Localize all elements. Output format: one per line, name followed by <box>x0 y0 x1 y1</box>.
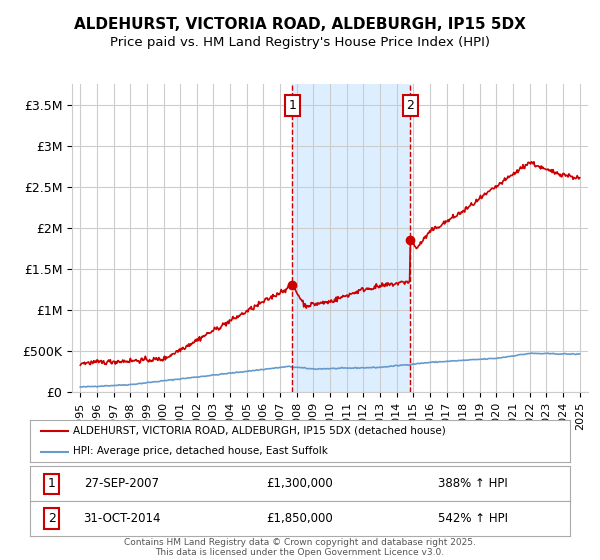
Text: 542% ↑ HPI: 542% ↑ HPI <box>438 512 508 525</box>
Text: HPI: Average price, detached house, East Suffolk: HPI: Average price, detached house, East… <box>73 446 328 456</box>
Text: ALDEHURST, VICTORIA ROAD, ALDEBURGH, IP15 5DX (detached house): ALDEHURST, VICTORIA ROAD, ALDEBURGH, IP1… <box>73 426 446 436</box>
Text: 2: 2 <box>47 512 56 525</box>
Bar <box>292 84 410 392</box>
Text: 1: 1 <box>47 477 56 491</box>
Text: Contains HM Land Registry data © Crown copyright and database right 2025.
This d: Contains HM Land Registry data © Crown c… <box>124 538 476 557</box>
Text: 27-SEP-2007: 27-SEP-2007 <box>85 477 160 491</box>
Text: 1: 1 <box>289 99 296 112</box>
Text: £1,850,000: £1,850,000 <box>266 512 334 525</box>
Text: 2: 2 <box>406 99 415 112</box>
Text: 31-OCT-2014: 31-OCT-2014 <box>83 512 161 525</box>
Text: 388% ↑ HPI: 388% ↑ HPI <box>438 477 508 491</box>
Text: £1,300,000: £1,300,000 <box>266 477 334 491</box>
Text: ALDEHURST, VICTORIA ROAD, ALDEBURGH, IP15 5DX: ALDEHURST, VICTORIA ROAD, ALDEBURGH, IP1… <box>74 17 526 32</box>
Text: Price paid vs. HM Land Registry's House Price Index (HPI): Price paid vs. HM Land Registry's House … <box>110 36 490 49</box>
